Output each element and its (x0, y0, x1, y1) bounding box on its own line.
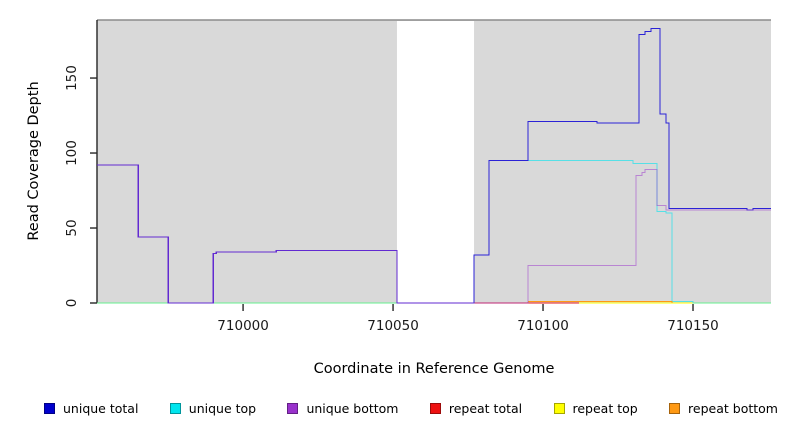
masked-region (396, 21, 475, 303)
legend-item-unique-total: unique total (44, 401, 138, 416)
y-tick-label: 50 (64, 219, 80, 236)
legend-item-unique-top: unique top (169, 400, 257, 416)
legend-swatch-icon (669, 402, 681, 414)
series-line-unique-bottom (97, 164, 771, 304)
y-tick-label: 150 (64, 65, 80, 91)
legend-label: unique total (63, 400, 139, 416)
legend-label: repeat top (572, 400, 638, 416)
x-tick-label: 710100 (517, 318, 569, 334)
x-axis-title: Coordinate in Reference Genome (313, 361, 555, 377)
legend-swatch-icon (44, 402, 55, 414)
legend: unique total unique top unique bottom repea… (44, 397, 778, 419)
legend-item-unique-bottom: unique bottom (287, 400, 399, 416)
legend-item-repeat-total: repeat total (429, 400, 523, 416)
legend-label: repeat total (448, 400, 523, 416)
legend-swatch-icon (169, 402, 181, 414)
y-tick-label: 100 (64, 140, 80, 166)
x-tick-label: 710150 (667, 318, 719, 334)
series-line-repeat-bottom (528, 300, 673, 303)
legend-swatch-icon (553, 402, 565, 414)
y-axis-title: Read Coverage Depth (26, 81, 42, 241)
legend-label: unique top (188, 400, 257, 416)
x-tick-label: 710000 (217, 318, 269, 334)
legend-swatch-icon (287, 402, 299, 414)
legend-label: unique bottom (306, 400, 399, 416)
legend-swatch-icon (429, 402, 441, 414)
legend-item-repeat-bottom: repeat bottom (669, 401, 778, 416)
legend-item-repeat-top: repeat top (553, 400, 638, 416)
y-tick-label: 0 (64, 299, 80, 308)
legend-label: repeat bottom (688, 400, 778, 416)
x-tick-label: 710050 (367, 318, 419, 334)
